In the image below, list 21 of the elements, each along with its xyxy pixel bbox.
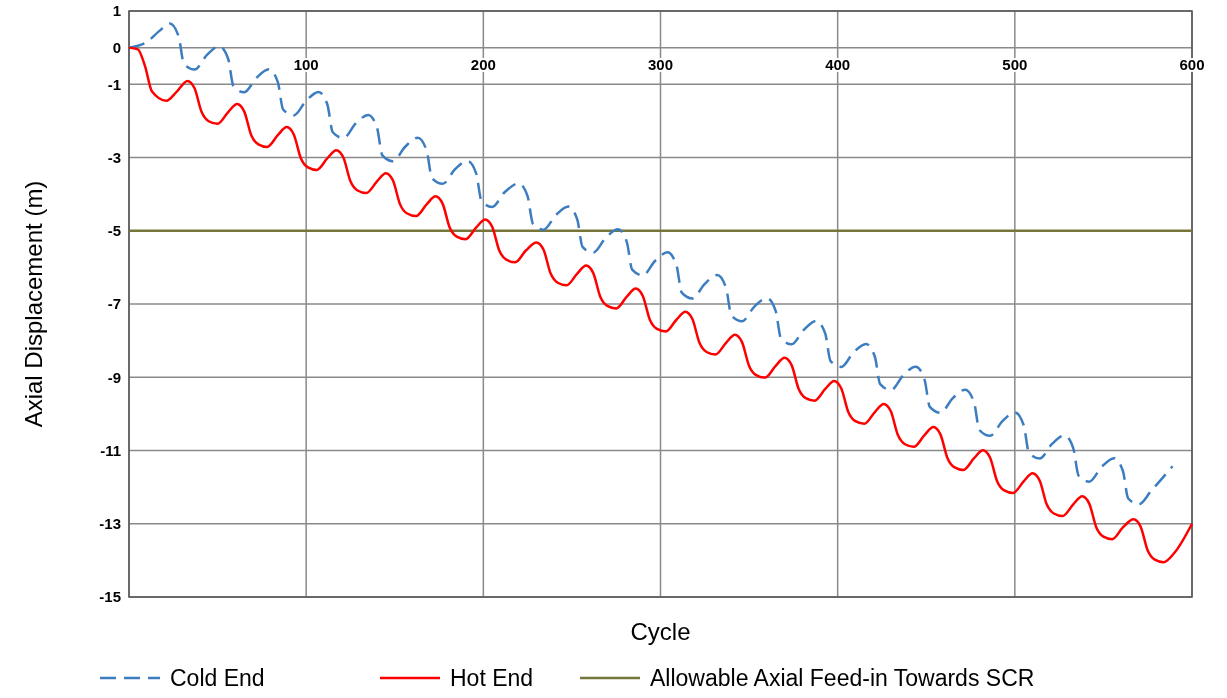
legend-label: Allowable Axial Feed-in Towards SCR <box>650 665 1035 692</box>
y-tick-label: -5 <box>107 222 121 239</box>
line-series <box>127 22 1174 506</box>
y-tick-label: -13 <box>99 515 121 532</box>
legend-label: Hot End <box>450 665 534 692</box>
x-tick-label: 400 <box>825 55 851 73</box>
y-tick-label: 0 <box>112 38 121 56</box>
y-tick-label: -9 <box>107 368 121 386</box>
x-axis-title: Cycle <box>630 618 691 645</box>
y-tick-label: -15 <box>99 588 121 606</box>
legend-label: Cold End <box>170 665 265 692</box>
y-tick-label: -3 <box>107 148 121 166</box>
y-tick-label: 1 <box>112 2 121 20</box>
y-tick-label: -1 <box>107 75 121 93</box>
x-tick-label: 300 <box>647 55 674 73</box>
y-tick-label: -7 <box>107 295 121 313</box>
y-tick-label: -11 <box>100 441 121 459</box>
x-tick-label: 200 <box>470 55 496 73</box>
x-tick-label: 100 <box>293 55 319 73</box>
x-tick-label: 500 <box>1002 55 1028 73</box>
y-axis-title: Axial Displacement (m) <box>20 180 47 428</box>
